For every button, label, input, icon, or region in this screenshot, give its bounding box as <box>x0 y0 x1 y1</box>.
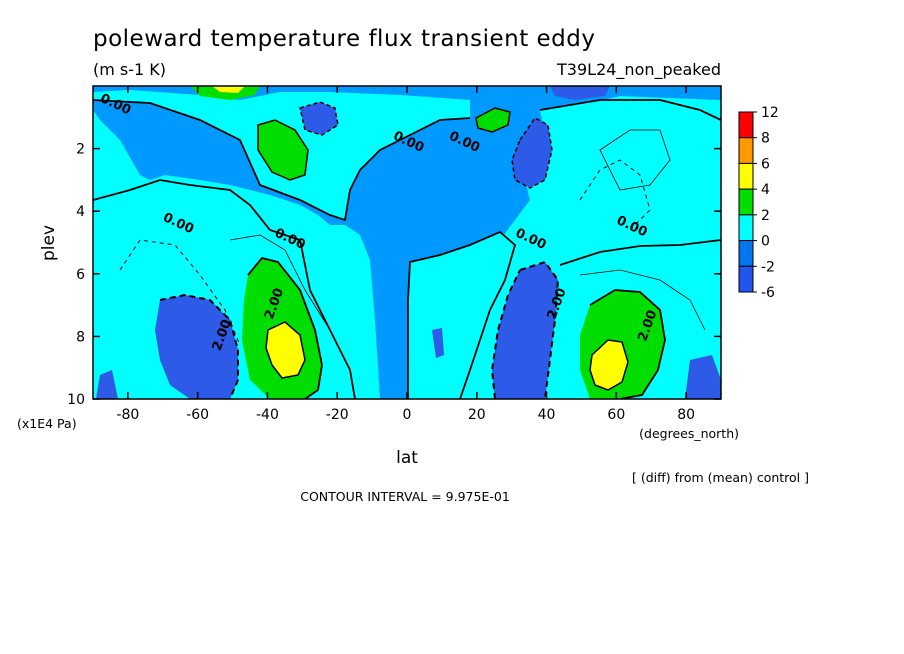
x-tick-label: 0 <box>403 407 412 423</box>
diff-note: [ (diff) from (mean) control ] <box>632 470 809 485</box>
neg-blob-left <box>155 295 238 399</box>
pos-yellow-right <box>590 340 628 390</box>
x-tick-label: -40 <box>256 407 279 423</box>
y-tick-label: 4 <box>76 204 85 220</box>
neg-blob-upper-mid <box>300 102 338 135</box>
neg-blob-small <box>432 328 444 358</box>
colorbar-label: 2 <box>761 208 770 224</box>
neg-blob-upper-right <box>512 118 552 188</box>
colorbar-label: -2 <box>761 259 775 275</box>
y-axis-label: plev <box>39 225 59 261</box>
colorbar-label: 8 <box>761 131 770 147</box>
colorbar-label: 12 <box>761 105 779 121</box>
colorbar-swatch <box>738 111 754 139</box>
y-tick-label: 6 <box>76 267 85 283</box>
mid-cyan <box>408 232 515 399</box>
pos-yellow-left <box>266 322 305 378</box>
top-cyan-2 <box>540 100 721 265</box>
chart-title: poleward temperature flux transient eddy <box>93 26 595 52</box>
x-axis-ticks: -80 -60 -40 -20 0 20 40 60 80 <box>116 86 695 423</box>
y-tick-label: 8 <box>76 329 85 345</box>
contour-interval: CONTOUR INTERVAL = 9.975E-01 <box>300 489 510 504</box>
y-tick-label: 10 <box>67 392 85 408</box>
colorbar-swatch <box>738 162 754 190</box>
x-tick-label: 80 <box>677 407 695 423</box>
x-tick-label: -60 <box>186 407 209 423</box>
x-tick-label: 40 <box>538 407 556 423</box>
neg-blob-bottom-right <box>685 355 721 399</box>
colorbar-swatch <box>738 137 754 164</box>
colorbar: 12 8 6 4 2 0 -2 -6 <box>738 105 779 301</box>
colorbar-label: 0 <box>761 234 770 250</box>
colorbar-label: 4 <box>761 182 770 198</box>
colorbar-swatch <box>738 188 754 216</box>
colorbar-swatch <box>738 240 754 267</box>
y-tick-label: 2 <box>76 142 85 158</box>
x-axis-units: (degrees_north) <box>639 426 739 441</box>
pos-yellow-top <box>212 86 245 93</box>
colorbar-label: -6 <box>761 285 775 301</box>
x-axis-label: lat <box>396 448 418 468</box>
y-axis-ticks: 2 4 6 8 10 <box>67 142 721 408</box>
pos-green-top <box>190 86 260 100</box>
x-tick-label: 20 <box>468 407 486 423</box>
neg-blob-bottom-left <box>96 370 118 399</box>
colorbar-swatch <box>738 214 754 242</box>
contour-lines <box>93 99 721 399</box>
experiment-label: T39L24_non_peaked <box>556 60 721 80</box>
pos-green-upper-left <box>258 120 308 180</box>
colorbar-label: 6 <box>761 156 770 172</box>
neg-blob-top <box>550 86 610 100</box>
colorbar-swatch <box>738 265 754 293</box>
y-axis-units: (x1E4 Pa) <box>17 416 77 431</box>
x-tick-label: -20 <box>326 407 349 423</box>
chart-units: (m s-1 K) <box>93 60 166 79</box>
x-tick-label: 60 <box>607 407 625 423</box>
x-tick-label: -80 <box>116 407 139 423</box>
